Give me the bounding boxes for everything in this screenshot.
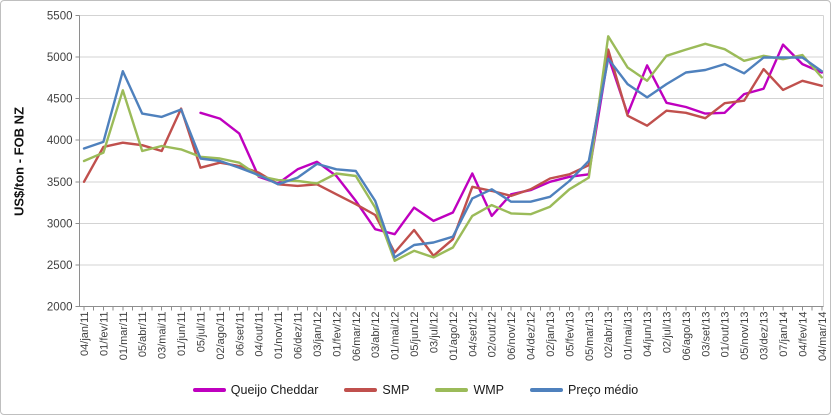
x-axis-label: 03/abr/12 xyxy=(370,312,382,358)
x-axis-label: 04/dez/12 xyxy=(526,312,538,360)
x-axis-label: 01/out/13 xyxy=(720,312,732,358)
x-axis-label: 02/out/12 xyxy=(487,312,499,358)
y-axis-tick-label: 5000 xyxy=(47,52,73,64)
series-line-2 xyxy=(82,35,823,262)
x-axis-label: 03/jan/12 xyxy=(312,312,324,357)
x-axis-label: 02/jan/13 xyxy=(545,312,557,357)
x-axis-label: 02/ago/11 xyxy=(215,312,227,360)
x-axis-label: 04/fev/14 xyxy=(797,312,809,357)
x-axis-label: 06/mar/12 xyxy=(351,312,363,362)
y-axis-tick-label: 3500 xyxy=(47,177,73,189)
x-axis-label: 01/mai/12 xyxy=(390,312,402,360)
legend-item-1: SMP xyxy=(344,383,409,397)
legend-swatch-icon xyxy=(435,388,469,392)
legend-label: SMP xyxy=(382,383,410,397)
y-axis-tick-label: 5500 xyxy=(47,11,73,23)
x-axis-label: 01/mai/13 xyxy=(623,312,635,360)
x-axis-label: 05/jul/11 xyxy=(195,312,207,353)
y-axis-title: US$/ton - FOB NZ xyxy=(11,106,27,217)
x-axis-label: 06/set/11 xyxy=(234,312,246,356)
x-axis-label: 05/abr/11 xyxy=(137,312,149,358)
x-axis-label: 01/fev/11 xyxy=(98,312,110,356)
legend-item-2: WMP xyxy=(435,383,504,397)
x-axis-label: 04/out/11 xyxy=(254,312,266,357)
x-axis-label: 03/mai/11 xyxy=(157,312,169,360)
x-axis-label: 01/ago/12 xyxy=(448,312,460,361)
x-axis-label: 07/jan/14 xyxy=(778,312,790,357)
x-axis-label: 06/dez/11 xyxy=(293,312,305,360)
y-axis-tick-label: 3000 xyxy=(47,218,73,230)
x-axis-label: 01/nov/11 xyxy=(273,312,285,360)
series-line-3 xyxy=(82,56,823,259)
x-axis-label: 02/abr/13 xyxy=(603,312,615,358)
x-axis-label: 05/fev/13 xyxy=(564,312,576,357)
legend-swatch-icon xyxy=(192,388,226,392)
legend-label: Queijo Cheddar xyxy=(230,383,319,397)
x-axis-label: 02/jul/13 xyxy=(661,312,673,354)
legend-label: WMP xyxy=(473,383,505,397)
series-line-0 xyxy=(199,43,823,236)
y-axis-tick-label: 2500 xyxy=(47,260,73,272)
x-axis-label: 01/mar/11 xyxy=(118,312,130,361)
chart-legend: Queijo Cheddar SMP WMP Preço médio xyxy=(1,383,830,397)
x-axis-label: 06/nov/12 xyxy=(506,312,518,360)
legend-swatch-icon xyxy=(530,388,564,392)
series-line-1 xyxy=(82,48,823,258)
legend-swatch-icon xyxy=(344,388,378,392)
y-axis-tick-label: 4500 xyxy=(47,94,73,106)
x-axis-label: 01/jun/11 xyxy=(176,312,188,356)
x-axis-label: 06/ago/13 xyxy=(681,312,693,361)
x-axis-label: 04/jan/11 xyxy=(79,312,91,356)
legend-label: Preço médio xyxy=(568,383,639,397)
y-axis-tick-label: 2000 xyxy=(47,302,73,314)
x-axis-label: 04/jun/13 xyxy=(642,312,654,357)
legend-item-0: Queijo Cheddar xyxy=(192,383,319,397)
y-axis-tick-label: 4000 xyxy=(47,135,73,147)
x-axis-label: 03/jul/12 xyxy=(428,312,440,354)
x-axis-label: 05/mar/13 xyxy=(584,312,596,362)
legend-item-3: Preço médio xyxy=(530,383,638,397)
x-axis-label: 03/dez/13 xyxy=(759,312,771,360)
x-axis-label: 01/fev/12 xyxy=(331,312,343,357)
x-axis-label: 03/set/13 xyxy=(700,312,712,357)
x-axis-label: 04/mar/14 xyxy=(817,312,829,362)
x-axis-label: 04/set/12 xyxy=(467,312,479,357)
x-axis-label: 05/jun/12 xyxy=(409,312,421,357)
x-axis-label: 05/nov/13 xyxy=(739,312,751,360)
